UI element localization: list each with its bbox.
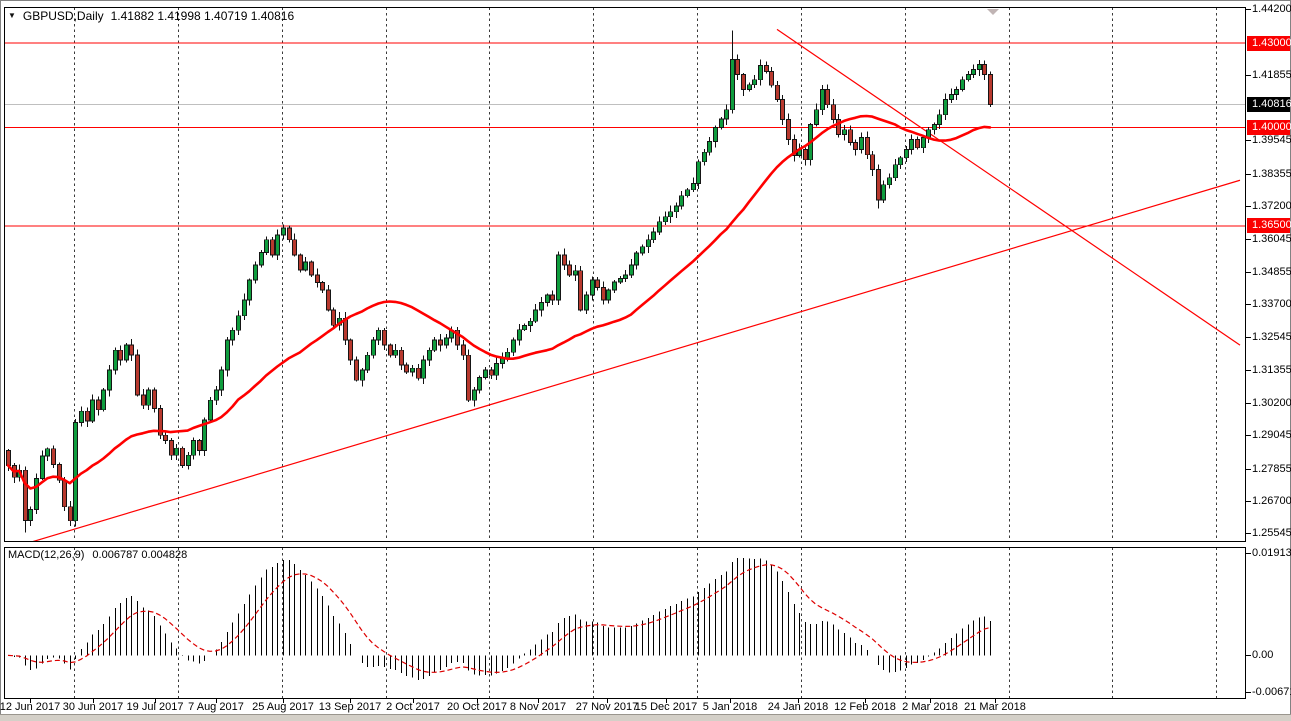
price-tick-label: 1.34855 bbox=[1252, 265, 1291, 278]
price-tick-label: 1.32545 bbox=[1252, 330, 1291, 343]
time-tick-label: 24 Jan 2018 bbox=[767, 701, 829, 713]
trend-line bbox=[31, 179, 1241, 542]
candles-layer bbox=[6, 30, 993, 533]
main-panel-border bbox=[4, 7, 1246, 542]
level-price-badge: 1.40000 bbox=[1247, 120, 1291, 135]
price-tick-label: 1.41855 bbox=[1252, 69, 1291, 82]
time-tick-label: 25 Aug 2017 bbox=[252, 701, 314, 713]
time-tick-label: 15 Dec 2017 bbox=[634, 701, 698, 713]
price-tick-label: 1.38355 bbox=[1252, 167, 1291, 180]
macd-tick-label: 0.019133 bbox=[1252, 546, 1291, 559]
price-tick-label: 1.29045 bbox=[1252, 429, 1291, 442]
time-tick-label: 21 Mar 2018 bbox=[964, 701, 1026, 713]
symbol-period-label: GBPUSD,Daily bbox=[22, 9, 104, 23]
time-tick-label: 12 Jun 2017 bbox=[0, 701, 61, 713]
main-chart-layer bbox=[4, 28, 1246, 542]
ohlc-values-label: 1.41882 1.41998 1.40719 1.40816 bbox=[110, 9, 295, 23]
macd-indicator-label: MACD(12,26,9) bbox=[8, 549, 85, 561]
moving-average-line bbox=[6, 114, 992, 490]
price-tick-label: 1.33700 bbox=[1252, 298, 1291, 311]
window-bottom-edge bbox=[0, 714, 1291, 721]
time-tick-label: 13 Sep 2017 bbox=[318, 701, 382, 713]
macd-tick-label: -0.006718 bbox=[1252, 685, 1291, 698]
time-tick-label: 19 Jul 2017 bbox=[126, 701, 184, 713]
grid-lines bbox=[74, 7, 1217, 699]
macd-tick-label: 0.00 bbox=[1252, 649, 1274, 662]
macd-panel-border bbox=[4, 547, 1246, 699]
time-tick-label: 27 Nov 2017 bbox=[575, 701, 639, 713]
time-tick-label: 8 Nov 2017 bbox=[509, 701, 567, 713]
macd-indicator-values: 0.006787 0.004828 bbox=[92, 549, 188, 561]
time-tick-label: 2 Mar 2018 bbox=[902, 701, 958, 713]
macd-signal-line bbox=[7, 564, 991, 674]
price-tick-label: 1.26700 bbox=[1252, 495, 1291, 508]
scroll-to-end-icon bbox=[987, 9, 999, 15]
chart-title: ▼ GBPUSD,Daily 1.41882 1.41998 1.40719 1… bbox=[8, 9, 294, 23]
time-tick-label: 20 Oct 2017 bbox=[447, 701, 507, 713]
current-price-badge: 1.40816 bbox=[1247, 97, 1291, 112]
price-tick-label: 1.30200 bbox=[1252, 396, 1291, 409]
macd-layer bbox=[7, 557, 991, 680]
price-tick-label: 1.31355 bbox=[1252, 364, 1291, 377]
macd-indicator-title: MACD(12,26,9) 0.006787 0.004828 bbox=[8, 549, 187, 561]
time-tick-label: 30 Jun 2017 bbox=[62, 701, 124, 713]
time-tick-label: 12 Feb 2018 bbox=[834, 701, 896, 713]
price-tick-label: 1.36045 bbox=[1252, 232, 1291, 245]
time-tick-label: 2 Oct 2017 bbox=[386, 701, 440, 713]
level-price-badge: 1.43000 bbox=[1247, 36, 1291, 51]
level-price-badge: 1.36500 bbox=[1247, 218, 1291, 233]
time-tick-label: 7 Aug 2017 bbox=[188, 701, 244, 713]
symbol-dropdown-icon[interactable]: ▼ bbox=[8, 11, 16, 20]
trend-line bbox=[776, 28, 1241, 346]
price-tick-label: 1.37200 bbox=[1252, 200, 1291, 213]
axis-tick-marks bbox=[30, 9, 1251, 703]
price-tick-label: 1.27855 bbox=[1252, 462, 1291, 475]
price-tick-label: 1.25545 bbox=[1252, 527, 1291, 540]
price-tick-label: 1.39545 bbox=[1252, 134, 1291, 147]
time-tick-label: 5 Jan 2018 bbox=[702, 701, 758, 713]
price-tick-label: 1.44200 bbox=[1252, 3, 1291, 16]
